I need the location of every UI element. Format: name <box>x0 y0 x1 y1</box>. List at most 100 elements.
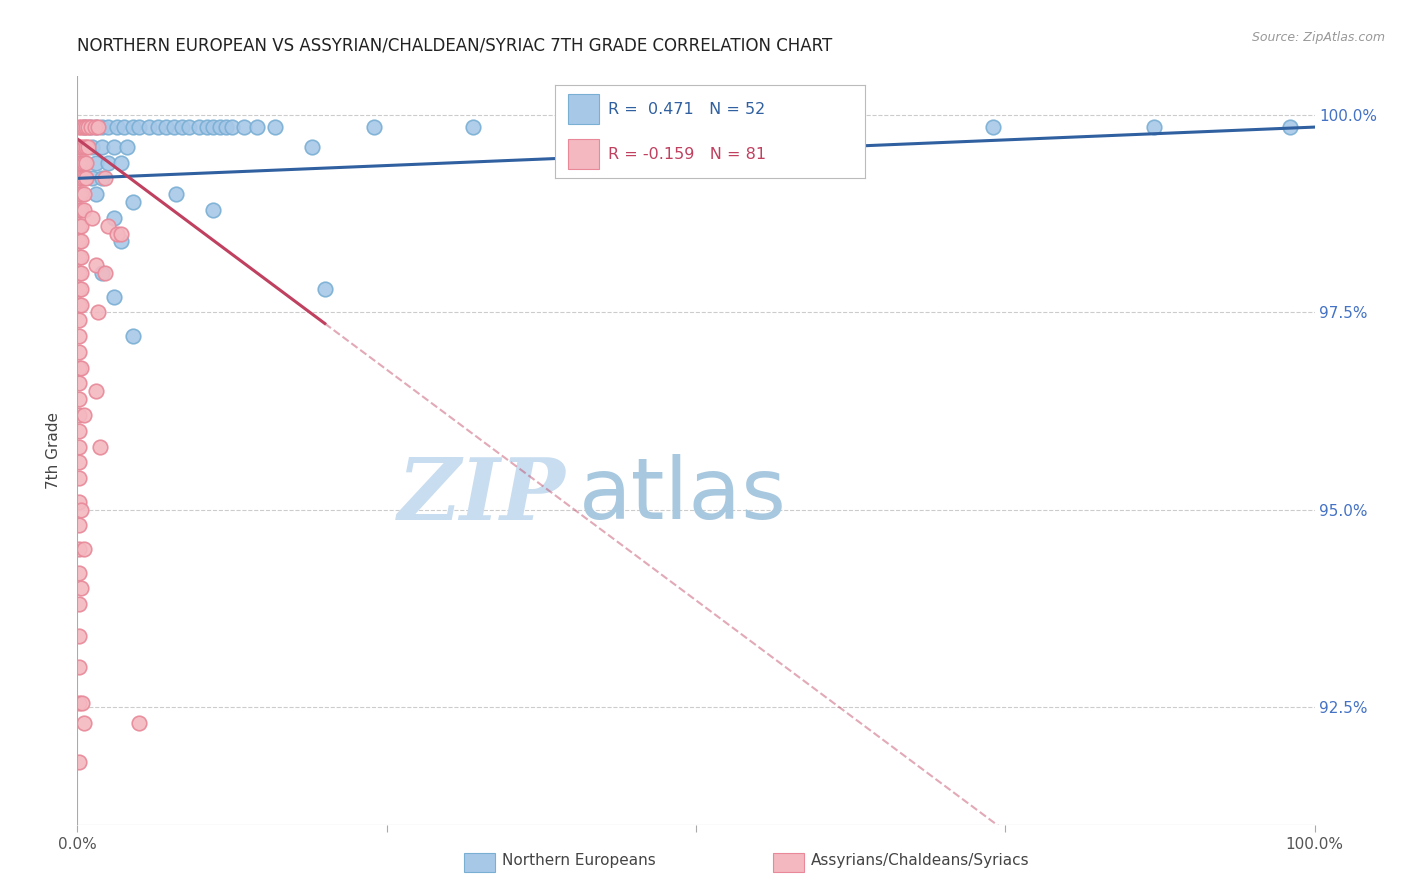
Point <box>84 155 107 169</box>
Point <box>77 120 100 134</box>
Point <box>70 250 93 264</box>
Text: Assyrians/Chaldeans/Syriacs: Assyrians/Chaldeans/Syriacs <box>811 853 1029 868</box>
Point <box>172 120 194 134</box>
Point <box>75 155 97 169</box>
Point <box>67 266 90 280</box>
Point <box>70 235 93 249</box>
Point <box>87 305 110 319</box>
Point <box>67 171 90 186</box>
Point <box>70 502 93 516</box>
Text: R =  0.471   N = 52: R = 0.471 N = 52 <box>607 102 765 117</box>
Point <box>70 187 93 202</box>
Point <box>83 120 105 134</box>
Point <box>70 297 93 311</box>
Point <box>103 211 125 225</box>
Point <box>67 629 90 643</box>
Text: Northern Europeans: Northern Europeans <box>502 853 655 868</box>
Point <box>70 219 93 233</box>
Point <box>215 120 238 134</box>
Point <box>110 227 132 241</box>
Point <box>84 120 107 134</box>
Point <box>67 597 90 611</box>
Point <box>67 140 90 154</box>
Point <box>70 696 93 710</box>
Point <box>67 282 90 296</box>
Point <box>195 120 218 134</box>
Point <box>103 140 125 154</box>
Bar <box>568 139 599 169</box>
Text: ZIP: ZIP <box>398 454 567 537</box>
Point <box>128 715 150 730</box>
Point <box>72 140 94 154</box>
Point <box>115 140 138 154</box>
Point <box>105 227 128 241</box>
Point <box>72 120 94 134</box>
Point <box>67 518 90 533</box>
Point <box>67 424 90 438</box>
Point <box>72 187 94 202</box>
Point <box>67 202 90 217</box>
Point <box>67 494 90 508</box>
Point <box>67 755 90 769</box>
Point <box>163 120 186 134</box>
Point <box>177 120 200 134</box>
Point <box>72 202 94 217</box>
Point <box>138 120 160 134</box>
Point <box>67 392 90 407</box>
Point <box>72 408 94 422</box>
Point <box>84 187 107 202</box>
Point <box>72 715 94 730</box>
Text: NORTHERN EUROPEAN VS ASSYRIAN/CHALDEAN/SYRIAC 7TH GRADE CORRELATION CHART: NORTHERN EUROPEAN VS ASSYRIAN/CHALDEAN/S… <box>77 37 832 54</box>
Point <box>685 120 707 134</box>
Point <box>84 258 107 272</box>
Text: Source: ZipAtlas.com: Source: ZipAtlas.com <box>1251 31 1385 45</box>
Point <box>110 235 132 249</box>
Bar <box>568 95 599 124</box>
Point <box>70 266 93 280</box>
Text: atlas: atlas <box>578 454 786 537</box>
Point <box>75 120 97 134</box>
Point <box>363 120 385 134</box>
Point <box>67 219 90 233</box>
Point <box>146 120 169 134</box>
Point <box>89 440 111 454</box>
Point <box>122 194 145 209</box>
Point <box>246 120 269 134</box>
Point <box>122 329 145 343</box>
Point <box>67 440 90 454</box>
Point <box>67 187 90 202</box>
Point <box>87 120 110 134</box>
Point <box>67 455 90 469</box>
Point <box>70 282 93 296</box>
Point <box>67 155 90 169</box>
Point <box>97 120 120 134</box>
Point <box>67 376 90 391</box>
Point <box>122 120 145 134</box>
Point <box>70 582 93 596</box>
Point <box>105 120 128 134</box>
Point <box>1278 120 1301 134</box>
Point <box>67 696 90 710</box>
Point <box>301 140 323 154</box>
Point <box>72 155 94 169</box>
Point <box>80 120 103 134</box>
Point <box>187 120 209 134</box>
Point <box>834 120 856 134</box>
Point <box>93 171 115 186</box>
Point <box>221 120 243 134</box>
Point <box>103 290 125 304</box>
Point <box>67 235 90 249</box>
Point <box>67 542 90 557</box>
Point <box>91 120 114 134</box>
Point <box>67 313 90 327</box>
Point <box>70 360 93 375</box>
Point <box>67 408 90 422</box>
Point <box>75 140 97 154</box>
Text: R = -0.159   N = 81: R = -0.159 N = 81 <box>607 146 766 161</box>
Point <box>70 155 93 169</box>
Point <box>981 120 1004 134</box>
Point <box>202 120 225 134</box>
Point <box>97 155 120 169</box>
Point <box>264 120 287 134</box>
Point <box>97 219 120 233</box>
